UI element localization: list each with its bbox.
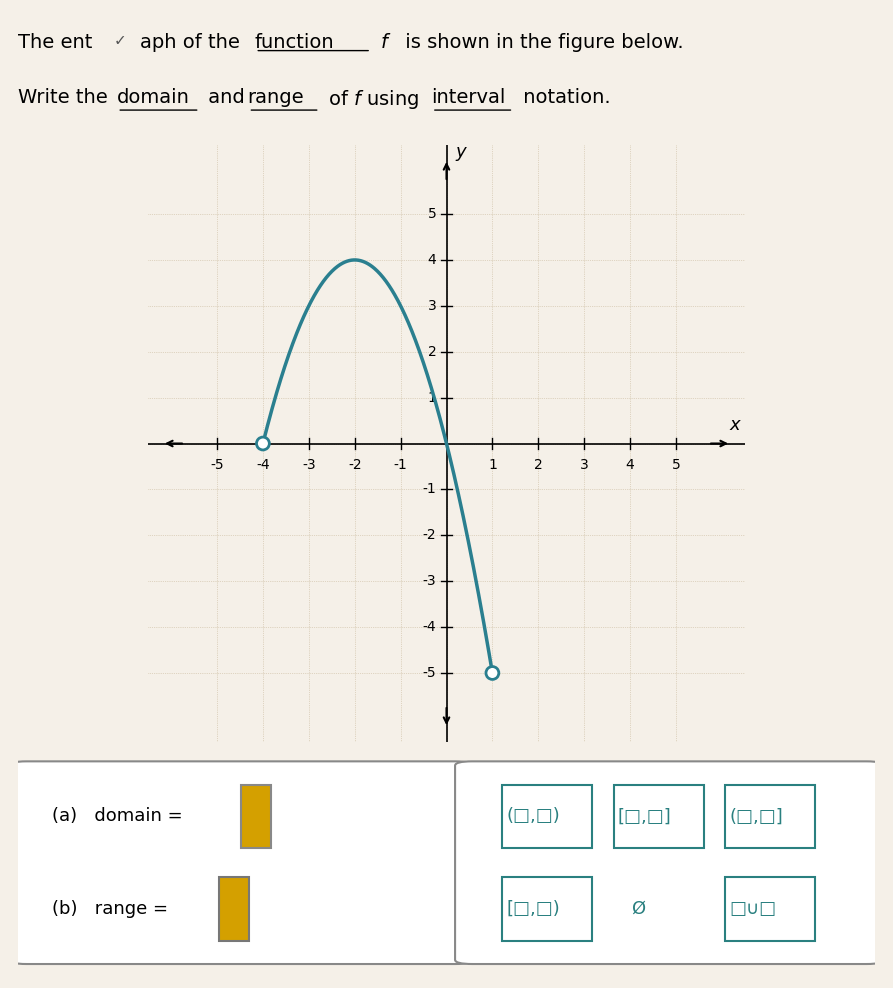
Text: ✓: ✓: [114, 33, 127, 48]
Text: -3: -3: [302, 458, 315, 472]
Text: notation.: notation.: [517, 88, 611, 107]
Text: is shown in the figure below.: is shown in the figure below.: [399, 33, 684, 52]
Circle shape: [486, 667, 499, 680]
Text: -5: -5: [210, 458, 224, 472]
Text: $x$: $x$: [729, 416, 742, 435]
Text: (b)   range =: (b) range =: [52, 900, 174, 918]
Text: -1: -1: [394, 458, 407, 472]
FancyBboxPatch shape: [502, 877, 592, 941]
Text: 2: 2: [428, 345, 437, 359]
Text: (□,□): (□,□): [506, 807, 560, 825]
Text: -2: -2: [348, 458, 362, 472]
FancyBboxPatch shape: [725, 877, 815, 941]
FancyBboxPatch shape: [613, 784, 704, 848]
Text: -2: -2: [422, 529, 437, 542]
Text: range: range: [247, 88, 305, 107]
FancyBboxPatch shape: [502, 784, 592, 848]
Text: □∪□: □∪□: [730, 900, 777, 918]
Text: and: and: [202, 88, 251, 107]
Text: 4: 4: [428, 253, 437, 267]
FancyBboxPatch shape: [220, 877, 249, 941]
Text: 1: 1: [428, 390, 437, 405]
Text: interval: interval: [431, 88, 505, 107]
Text: -1: -1: [422, 482, 437, 496]
Text: Write the: Write the: [18, 88, 114, 107]
Text: -4: -4: [256, 458, 270, 472]
Text: (□,□]: (□,□]: [730, 807, 783, 825]
Text: function: function: [255, 33, 334, 52]
Text: aph of the: aph of the: [140, 33, 246, 52]
Text: [□,□]: [□,□]: [618, 807, 672, 825]
Text: 5: 5: [428, 207, 437, 221]
FancyBboxPatch shape: [241, 784, 271, 848]
Text: 1: 1: [488, 458, 497, 472]
Text: 2: 2: [534, 458, 543, 472]
FancyBboxPatch shape: [9, 762, 472, 964]
Text: of $f$ using: of $f$ using: [322, 88, 421, 111]
Text: 5: 5: [672, 458, 680, 472]
FancyBboxPatch shape: [725, 784, 815, 848]
Text: $f$: $f$: [373, 33, 391, 52]
Text: $y$: $y$: [455, 145, 468, 163]
Text: -3: -3: [422, 574, 437, 588]
Circle shape: [256, 437, 270, 450]
FancyBboxPatch shape: [455, 762, 884, 964]
Text: Ø: Ø: [630, 900, 645, 918]
Text: 4: 4: [626, 458, 634, 472]
Text: 3: 3: [580, 458, 588, 472]
Text: 3: 3: [428, 298, 437, 313]
Text: -5: -5: [422, 666, 437, 680]
Text: The ent: The ent: [18, 33, 92, 52]
Text: (a)   domain =: (a) domain =: [52, 807, 188, 825]
Text: [□,□): [□,□): [506, 900, 560, 918]
Text: domain: domain: [116, 88, 189, 107]
Text: -4: -4: [422, 620, 437, 634]
